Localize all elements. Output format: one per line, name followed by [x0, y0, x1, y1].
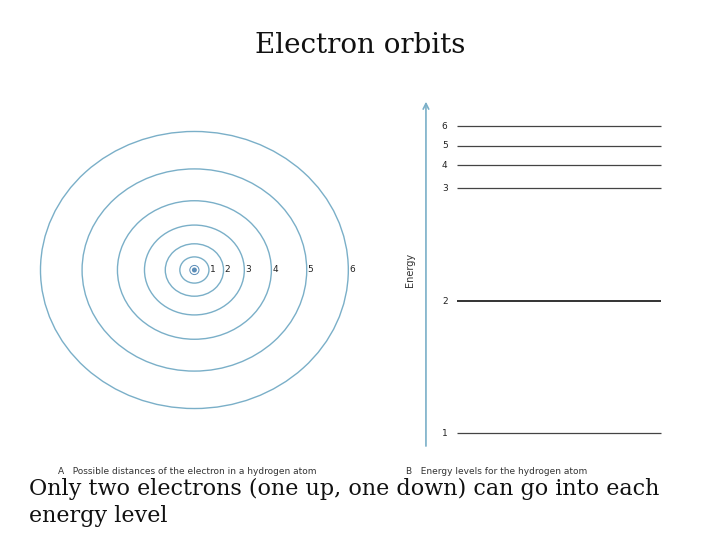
Text: Energy: Energy — [405, 253, 415, 287]
Text: 1: 1 — [442, 429, 448, 438]
Text: 2: 2 — [225, 266, 230, 274]
Text: 6: 6 — [442, 122, 448, 131]
Text: 5: 5 — [442, 141, 448, 150]
Text: 3: 3 — [442, 184, 448, 193]
Text: Only two electrons (one up, one down) can go into each: Only two electrons (one up, one down) ca… — [29, 478, 660, 500]
Text: 1: 1 — [210, 266, 216, 274]
Text: energy level: energy level — [29, 505, 167, 527]
Text: Electron orbits: Electron orbits — [255, 32, 465, 59]
Text: B   Energy levels for the hydrogen atom: B Energy levels for the hydrogen atom — [406, 467, 588, 476]
Text: 3: 3 — [246, 266, 251, 274]
Text: A   Possible distances of the electron in a hydrogen atom: A Possible distances of the electron in … — [58, 467, 317, 476]
Text: 4: 4 — [442, 160, 448, 170]
Text: 4: 4 — [272, 266, 278, 274]
Text: 6: 6 — [349, 266, 355, 274]
Text: 2: 2 — [442, 296, 448, 306]
Circle shape — [192, 267, 197, 273]
Text: 5: 5 — [307, 266, 313, 274]
